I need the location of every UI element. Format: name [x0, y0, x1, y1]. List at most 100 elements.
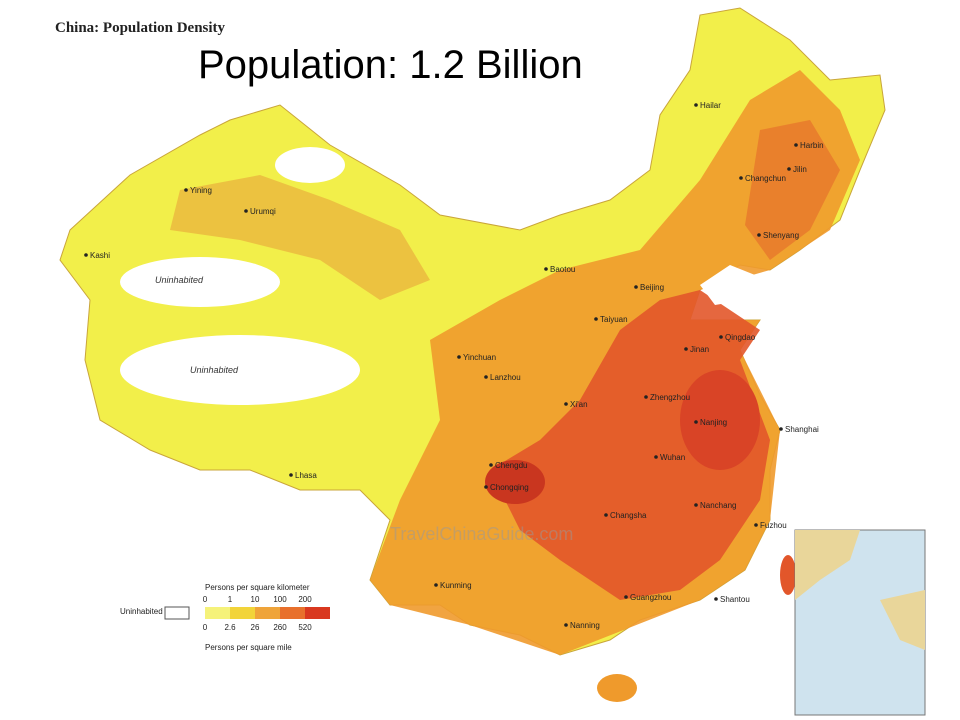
city-label: Nanjing: [700, 418, 727, 427]
city-dot: [739, 176, 743, 180]
uninhabited-area: [275, 147, 345, 183]
region-label: Uninhabited: [155, 275, 204, 285]
density-high: [490, 290, 770, 600]
legend-tick: 1: [228, 595, 233, 604]
city-dot: [654, 455, 658, 459]
city-dot: [644, 395, 648, 399]
city-label: Guangzhou: [630, 593, 671, 602]
city-dot: [624, 595, 628, 599]
density-medium-band: [170, 175, 430, 300]
legend-tick: 200: [298, 595, 312, 604]
island-taiwan: [780, 555, 796, 595]
city-dot: [694, 503, 698, 507]
city-dot: [84, 253, 88, 257]
legend-uninhabited: Uninhabited: [120, 607, 163, 616]
uninhabited-area: [120, 257, 280, 307]
density-high-northeast: [745, 120, 840, 260]
legend-swatch: [255, 607, 280, 619]
city-dot: [604, 513, 608, 517]
city-label: Shenyang: [763, 231, 799, 240]
city-label: Harbin: [800, 141, 824, 150]
city-label: Lanzhou: [490, 373, 521, 382]
city-dot: [564, 402, 568, 406]
city-dot: [694, 103, 698, 107]
city-label: Jilin: [793, 165, 807, 174]
city-label: Chongqing: [490, 483, 529, 492]
city-dot: [457, 355, 461, 359]
city-label: Beijing: [640, 283, 664, 292]
city-dot: [779, 427, 783, 431]
legend-tick: 260: [273, 623, 287, 632]
legend-tick: 520: [298, 623, 312, 632]
city-label: Hailar: [700, 101, 721, 110]
city-label: Baotou: [550, 265, 575, 274]
city-dot: [787, 167, 791, 171]
city-label: Urumqi: [250, 207, 276, 216]
legend-caption: Persons per square kilometer: [205, 583, 310, 592]
watermark: TravelChinaGuide.com: [390, 524, 573, 544]
city-dot: [757, 233, 761, 237]
legend-tick: 10: [251, 595, 260, 604]
legend-tick: 0: [203, 595, 208, 604]
city-label: Jinan: [690, 345, 709, 354]
city-label: Kashi: [90, 251, 110, 260]
city-dot: [544, 267, 548, 271]
legend-tick: 0: [203, 623, 208, 632]
city-dot: [719, 335, 723, 339]
city-dot: [714, 597, 718, 601]
uninhabited-area: [120, 335, 360, 405]
slide-title: Population: 1.2 Billion: [198, 43, 583, 87]
city-label: Xi'an: [570, 400, 588, 409]
city-label: Taiyuan: [600, 315, 628, 324]
inset-land: [880, 590, 925, 650]
city-label: Yining: [190, 186, 212, 195]
city-label: Shantou: [720, 595, 750, 604]
legend: Persons per square kilometer Persons per…: [120, 583, 330, 652]
city-label: Lhasa: [295, 471, 317, 480]
city-label: Shanghai: [785, 425, 819, 434]
city-label: Changchun: [745, 174, 786, 183]
city-label: Chengdu: [495, 461, 527, 470]
legend-tick: 2.6: [224, 623, 236, 632]
legend-swatch: [305, 607, 330, 619]
city-dot: [434, 583, 438, 587]
density-highest: [680, 370, 760, 470]
city-dot: [564, 623, 568, 627]
city-label: Kunming: [440, 581, 472, 590]
legend-swatch: [205, 607, 230, 619]
legend-swatch: [230, 607, 255, 619]
region-label: Uninhabited: [190, 365, 239, 375]
city-dot: [484, 375, 488, 379]
cities: Hailar Harbin Jilin Changchun Shenyang Yining…: [84, 101, 824, 630]
city-dot: [184, 188, 188, 192]
bohai-sea: [700, 265, 755, 305]
city-dot: [594, 317, 598, 321]
legend-tick: 26: [251, 623, 260, 632]
city-dot: [694, 420, 698, 424]
city-label: Zhengzhou: [650, 393, 690, 402]
city-dot: [794, 143, 798, 147]
city-label: Nanchang: [700, 501, 736, 510]
city-label: Nanning: [570, 621, 600, 630]
city-dot: [754, 523, 758, 527]
city-dot: [684, 347, 688, 351]
city-label: Changsha: [610, 511, 647, 520]
island-hainan: [597, 674, 637, 702]
legend-tick: 100: [273, 595, 287, 604]
city-label: Fuzhou: [760, 521, 787, 530]
city-dot: [489, 463, 493, 467]
city-dot: [484, 485, 488, 489]
city-label: Qingdao: [725, 333, 756, 342]
density-highest: [485, 460, 545, 504]
inset-land: [795, 530, 860, 600]
city-dot: [634, 285, 638, 289]
city-dot: [244, 209, 248, 213]
legend-swatch: [164, 606, 190, 620]
city-label: Yinchuan: [463, 353, 496, 362]
city-dot: [289, 473, 293, 477]
legend-swatch: [280, 607, 305, 619]
legend-caption: Persons per square mile: [205, 643, 292, 652]
map-title: China: Population Density: [55, 20, 226, 36]
city-label: Wuhan: [660, 453, 685, 462]
